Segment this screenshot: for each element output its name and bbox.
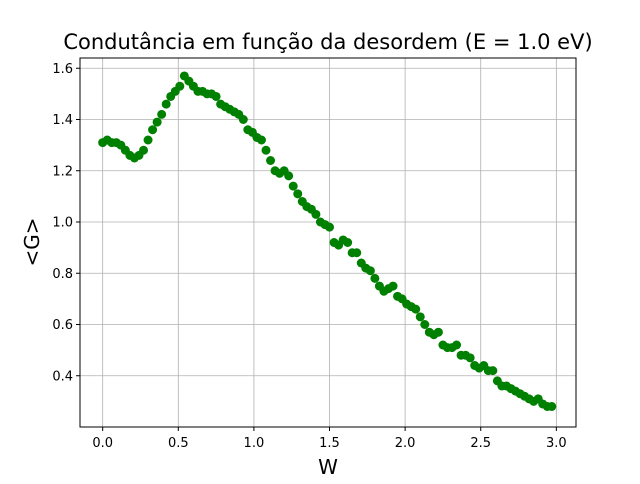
data-point [293,189,303,199]
data-point [370,273,380,283]
data-point [161,99,171,109]
data-point [288,181,298,191]
data-point [266,156,276,165]
data-point [388,281,398,291]
data-point [420,320,430,329]
data-point [139,145,149,155]
plot-frame [79,57,577,428]
data-point [157,109,167,119]
data-point [143,135,153,145]
scatter-points [98,71,557,411]
y-tick-label: 1.0 [52,216,73,231]
y-tick-label: 0.4 [52,369,73,384]
data-point [415,312,425,322]
data-point [488,366,498,376]
data-point [311,209,321,219]
x-tick-label: 0.0 [92,436,113,451]
x-tick-label: 0.5 [168,436,189,451]
data-point [433,327,443,337]
data-point [148,125,158,135]
x-tick-label: 2.0 [395,436,416,451]
data-point [352,248,362,258]
x-axis-label: W [318,455,338,479]
x-tick-label: 3.0 [546,436,567,451]
y-tick-label: 1.4 [52,113,73,128]
data-point [256,135,266,145]
data-point [325,222,335,232]
plot-area: 0.0 0.5 1.0 1.5 2.0 2.5 3.0 0.4 0.6 0.8 1.0 1.2 1.4 1… [52,57,577,451]
data-point [261,145,271,155]
x-tick-label: 2.5 [470,436,491,451]
chart-title: Condutância em função da desordem (E = 1… [63,30,592,54]
data-point [152,117,162,127]
data-point [365,266,375,276]
y-tick-label: 1.6 [52,62,73,77]
data-point [547,402,557,411]
y-axis-label: <G> [20,217,44,266]
data-point [211,91,221,101]
y-tick-label: 0.6 [52,318,73,333]
data-point [343,238,353,247]
data-point [411,304,421,314]
data-point [284,171,294,181]
y-tick-label: 1.2 [52,164,73,179]
y-tick-label: 0.8 [52,267,73,282]
data-point [175,81,185,91]
x-tick-label: 1.5 [319,436,340,451]
data-point [238,115,248,124]
data-point [465,353,475,363]
data-point [452,340,462,350]
x-tick-label: 1.0 [244,436,265,451]
